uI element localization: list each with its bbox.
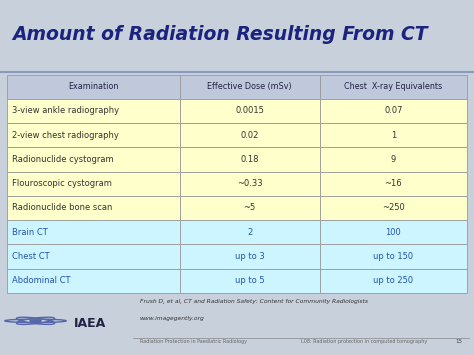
Circle shape xyxy=(30,320,41,322)
Text: 0.18: 0.18 xyxy=(240,155,259,164)
Text: 15: 15 xyxy=(455,339,462,344)
Bar xyxy=(7,123,180,147)
Text: 100: 100 xyxy=(385,228,401,237)
Bar xyxy=(180,147,320,171)
Text: 0.07: 0.07 xyxy=(384,106,402,115)
Text: Examination: Examination xyxy=(68,82,118,91)
Text: ~250: ~250 xyxy=(382,203,405,213)
Bar xyxy=(320,171,467,196)
Bar xyxy=(180,196,320,220)
Text: Chest CT: Chest CT xyxy=(12,252,49,261)
Bar xyxy=(320,123,467,147)
Bar xyxy=(320,99,467,123)
Text: www.imagegently.org: www.imagegently.org xyxy=(140,317,205,322)
Bar xyxy=(320,269,467,293)
Bar xyxy=(180,75,320,99)
Text: 9: 9 xyxy=(391,155,396,164)
Text: 3-view ankle radiography: 3-view ankle radiography xyxy=(12,106,119,115)
Text: Radiation Protection in Paediatric Radiology: Radiation Protection in Paediatric Radio… xyxy=(140,339,247,344)
Bar xyxy=(7,196,180,220)
Bar xyxy=(320,220,467,244)
Text: Flouroscopic cystogram: Flouroscopic cystogram xyxy=(12,179,111,188)
Bar xyxy=(320,75,467,99)
Text: L08: Radiation protection in computed tomography: L08: Radiation protection in computed to… xyxy=(301,339,427,344)
Bar xyxy=(180,171,320,196)
Bar xyxy=(180,220,320,244)
Text: Radionuclide bone scan: Radionuclide bone scan xyxy=(12,203,112,213)
Bar xyxy=(180,244,320,269)
Text: ~16: ~16 xyxy=(384,179,402,188)
Bar xyxy=(7,269,180,293)
Bar xyxy=(7,99,180,123)
Bar xyxy=(180,269,320,293)
Text: 2-view chest radiography: 2-view chest radiography xyxy=(12,131,118,140)
Text: 2: 2 xyxy=(247,228,252,237)
Bar xyxy=(7,220,180,244)
Text: up to 150: up to 150 xyxy=(373,252,413,261)
Text: up to 5: up to 5 xyxy=(235,276,264,285)
Bar xyxy=(7,147,180,171)
Text: up to 250: up to 250 xyxy=(373,276,413,285)
Text: Chest  X-ray Equivalents: Chest X-ray Equivalents xyxy=(344,82,442,91)
Text: 0.02: 0.02 xyxy=(240,131,259,140)
Text: ~5: ~5 xyxy=(244,203,256,213)
Bar xyxy=(180,123,320,147)
Bar xyxy=(7,244,180,269)
Text: up to 3: up to 3 xyxy=(235,252,264,261)
Text: Amount of Radiation Resulting From CT: Amount of Radiation Resulting From CT xyxy=(12,25,428,44)
Text: Effective Dose (mSv): Effective Dose (mSv) xyxy=(207,82,292,91)
Text: IAEA: IAEA xyxy=(73,317,106,331)
Text: 1: 1 xyxy=(391,131,396,140)
Text: Abdominal CT: Abdominal CT xyxy=(12,276,70,285)
Text: 0.0015: 0.0015 xyxy=(235,106,264,115)
Bar xyxy=(320,147,467,171)
Text: Radionuclide cystogram: Radionuclide cystogram xyxy=(12,155,113,164)
Bar xyxy=(320,196,467,220)
Text: Brain CT: Brain CT xyxy=(12,228,47,237)
Bar xyxy=(7,171,180,196)
Text: ~0.33: ~0.33 xyxy=(237,179,263,188)
Bar xyxy=(320,244,467,269)
Bar xyxy=(180,99,320,123)
Bar xyxy=(7,75,180,99)
Text: Frush D, et al, CT and Radiation Safety: Content for Community Radiologists: Frush D, et al, CT and Radiation Safety:… xyxy=(140,299,368,304)
